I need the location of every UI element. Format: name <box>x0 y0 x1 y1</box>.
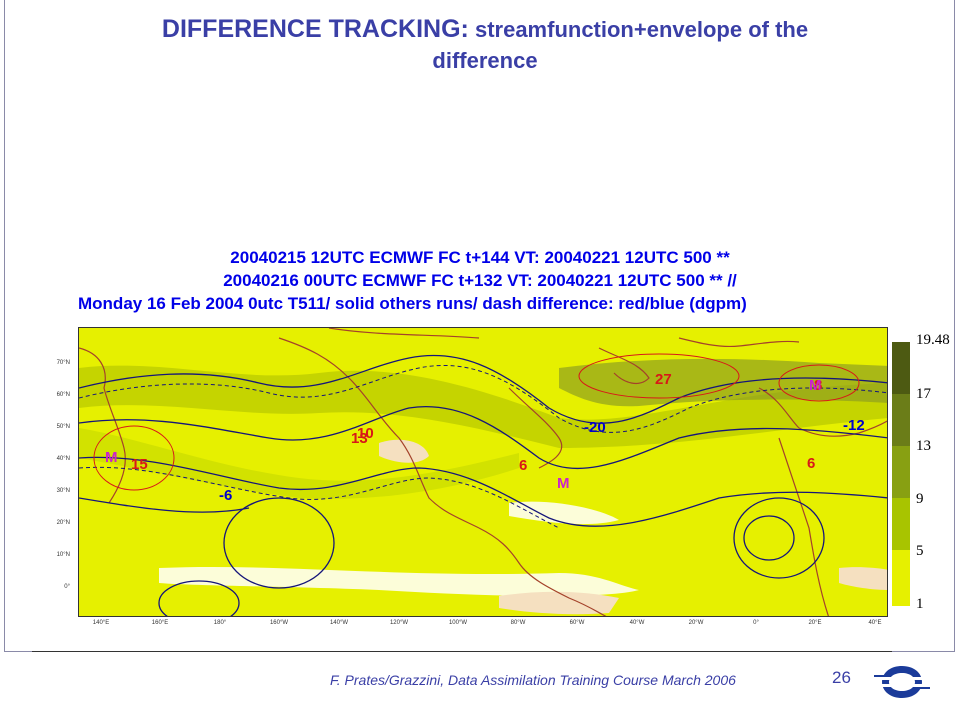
diff-label-blue: -20 <box>584 419 606 436</box>
colorbar-label: 17 <box>916 386 931 402</box>
lon-label: 160°E <box>151 620 169 626</box>
colorbar-label: 19.48 <box>916 332 950 348</box>
lon-label: 20°W <box>688 620 704 626</box>
lat-label: 0° <box>64 584 70 590</box>
marker-label: M <box>105 449 118 466</box>
page-number: 26 <box>832 668 851 687</box>
shade-band <box>79 428 519 499</box>
diff-label: 6 <box>807 455 815 472</box>
diff-label: 13 <box>351 430 368 447</box>
lon-label: 160°W <box>269 620 289 626</box>
streamfunction-contours <box>79 354 887 616</box>
title-rest: streamfunction+envelope of the <box>468 17 809 42</box>
lon-label: 140°E <box>92 620 110 626</box>
difference-envelopes <box>93 353 860 491</box>
shade-band <box>509 501 619 525</box>
lat-label: 60°N <box>56 392 70 398</box>
lat-label: 10°N <box>56 552 70 558</box>
diff-label: 27 <box>655 371 672 388</box>
colorbar-swatch <box>892 550 910 606</box>
lon-label: 180° <box>213 620 227 626</box>
colorbar-swatch <box>892 394 910 446</box>
lon-label: 100°W <box>448 620 468 626</box>
lon-label: 40°W <box>629 620 645 626</box>
colorbar-swatch <box>892 446 910 498</box>
other-runs-contours <box>79 364 887 529</box>
lat-label: 40°N <box>56 456 70 462</box>
lon-label: 120°W <box>389 620 409 626</box>
marker-label: M <box>557 475 570 492</box>
colorbar <box>892 342 910 606</box>
diff-label-blue: -6 <box>219 487 232 504</box>
colorbar-label: 1 <box>916 596 924 612</box>
colorbar-swatch <box>892 342 910 394</box>
shade-band <box>379 439 429 463</box>
lon-label: 0° <box>753 620 759 626</box>
shade-band <box>839 567 887 590</box>
map-graphic: 10 10 13 15 6 27 6 8 10 -6 -20 -12 M M M <box>79 328 887 616</box>
slide-title: DIFFERENCE TRACKING: streamfunction+enve… <box>40 14 930 76</box>
lat-label: 30°N <box>56 488 70 494</box>
lon-label: 20°E <box>808 620 822 626</box>
title-line2: difference <box>432 48 538 73</box>
shade-band <box>159 566 639 597</box>
coastlines <box>79 328 887 616</box>
diff-label: 15 <box>131 456 148 473</box>
footer-rule <box>32 651 892 652</box>
lon-label: 60°W <box>569 620 585 626</box>
colorbar-label: 5 <box>916 543 924 559</box>
header-line-3: Monday 16 Feb 2004 0utc T511/ solid othe… <box>78 294 747 313</box>
diff-label-blue: -12 <box>843 417 865 434</box>
ecmwf-logo <box>872 660 932 704</box>
shade-band <box>559 358 887 407</box>
header-line-2: 20040216 00UTC ECMWF FC t+132 VT: 200402… <box>223 271 737 290</box>
lat-label: 70°N <box>56 360 70 366</box>
diff-label: 6 <box>519 457 527 474</box>
weather-map: 10 10 13 15 6 27 6 8 10 -6 -20 -12 M M M <box>78 327 888 617</box>
footer-text: F. Prates/Grazzini, Data Assimilation Tr… <box>330 672 736 688</box>
diff-label: 8 <box>814 377 822 394</box>
lat-label: 20°N <box>56 520 70 526</box>
figure-header: 20040215 12UTC ECMWF FC t+144 VT: 200402… <box>70 246 890 315</box>
lon-label: 80°W <box>510 620 526 626</box>
diff-label: 10 <box>357 425 374 442</box>
shade-band <box>499 591 619 615</box>
lon-label: 140°W <box>329 620 349 626</box>
lon-label: 40°E <box>868 620 882 626</box>
header-line-1: 20040215 12UTC ECMWF FC t+144 VT: 200402… <box>230 248 730 267</box>
colorbar-swatch <box>892 498 910 550</box>
colorbar-label: 13 <box>916 438 931 454</box>
marker-label: M <box>809 377 822 394</box>
colorbar-label: 9 <box>916 491 924 507</box>
lat-label: 50°N <box>56 424 70 430</box>
title-bold: DIFFERENCE TRACKING: <box>161 15 469 43</box>
